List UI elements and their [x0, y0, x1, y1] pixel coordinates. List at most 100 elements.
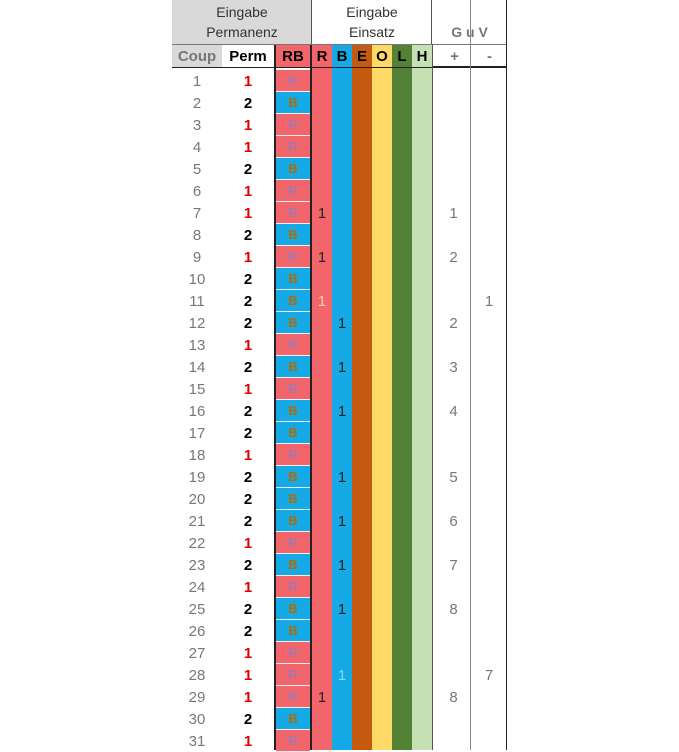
einsatz-r-value: [312, 598, 332, 620]
header-eingabe-permanenz: [172, 0, 312, 44]
rb-value: B: [276, 312, 310, 334]
perm-value: 2: [243, 270, 253, 288]
rb-value: R: [276, 730, 310, 752]
guv-plus-value: 6: [449, 512, 458, 530]
rb-value: B: [276, 510, 310, 532]
einsatz-e-column: [352, 68, 372, 750]
perm-value: 2: [243, 490, 253, 508]
einsatz-b-value: [332, 576, 352, 598]
rb-value: B: [276, 290, 310, 312]
guv-minus-value: [472, 576, 506, 598]
header-perm-line1: Eingabe: [216, 4, 268, 20]
guv-minus-value: [472, 180, 506, 202]
guv-minus-value: [472, 620, 506, 642]
rb-border-right: [310, 68, 312, 750]
col-header-b: B: [332, 45, 352, 67]
guv-minus-value: [472, 400, 506, 422]
guv-minus-value: [472, 356, 506, 378]
perm-value: 2: [243, 292, 253, 310]
einsatz-b-value: [332, 70, 352, 92]
guv-minus-value: [472, 136, 506, 158]
coup-number: 21: [188, 512, 206, 530]
guv-plus-value: [437, 70, 470, 92]
guv-plus-value: 2: [449, 314, 458, 332]
guv-minus-value: [472, 686, 506, 708]
einsatz-r-value: [312, 224, 332, 246]
einsatz-r-value: [312, 268, 332, 290]
guv-minus-value: [472, 488, 506, 510]
einsatz-r-value: [312, 444, 332, 466]
einsatz-b-value: [332, 686, 352, 708]
guv-plus-value: [437, 290, 470, 312]
einsatz-b-value: [332, 334, 352, 356]
einsatz-r-value: [312, 334, 332, 356]
einsatz-b-value: [332, 202, 352, 224]
rb-value: B: [276, 268, 310, 290]
einsatz-b-value: [332, 114, 352, 136]
perm-value: 1: [243, 138, 253, 156]
coup-number: 20: [188, 490, 206, 508]
coup-number: 19: [188, 468, 206, 486]
header-eingabe-einsatz: [312, 0, 432, 44]
rb-border-left: [274, 68, 276, 750]
guv-plus-value: [437, 268, 470, 290]
guv-minus-value: [472, 422, 506, 444]
coup-number: 16: [188, 402, 206, 420]
einsatz-b-value: [332, 268, 352, 290]
guv-minus-value: [472, 312, 506, 334]
guv-plus-value: [437, 730, 470, 752]
guv-minus-value: 7: [484, 666, 494, 684]
einsatz-b-value: [332, 246, 352, 268]
perm-value: 2: [243, 710, 253, 728]
einsatz-r-value: 1: [317, 292, 327, 310]
guv-minus-value: [472, 642, 506, 664]
einsatz-b-value: [332, 158, 352, 180]
rb-value: B: [276, 488, 310, 510]
einsatz-b-value: [332, 708, 352, 730]
guv-plus-value: [437, 158, 470, 180]
coup-number: 14: [188, 358, 206, 376]
einsatz-r-value: [312, 114, 332, 136]
guv-minus-value: [472, 334, 506, 356]
roulette-spreadsheet: Eingabe Permanenz Eingabe Einsatz G u V …: [172, 0, 507, 752]
einsatz-r-value: 1: [317, 688, 327, 706]
coup-number: 18: [188, 446, 206, 464]
einsatz-b-value: [332, 730, 352, 752]
coup-number: 4: [192, 138, 202, 156]
col-header-perm: Perm: [222, 45, 274, 67]
col-header-h: H: [412, 45, 432, 67]
einsatz-o-column: [372, 68, 392, 750]
coup-number: 6: [192, 182, 202, 200]
einsatz-b-value: 1: [337, 556, 347, 574]
perm-value: 2: [243, 468, 253, 486]
rb-value: R: [276, 136, 310, 158]
guv-plus-value: [437, 576, 470, 598]
guv-plus-value: [437, 224, 470, 246]
rb-value: R: [276, 576, 310, 598]
einsatz-b-value: [332, 224, 352, 246]
guv-plus-value: [437, 136, 470, 158]
coup-number: 17: [188, 424, 206, 442]
guv-minus-value: [472, 532, 506, 554]
guv-minus-value: [472, 730, 506, 752]
guv-minus-value: [472, 158, 506, 180]
coup-number: 26: [188, 622, 206, 640]
col-header-l: L: [392, 45, 412, 67]
einsatz-r-value: [312, 312, 332, 334]
guv-minus-value: [472, 378, 506, 400]
rb-value: R: [276, 686, 310, 708]
separator-guv-mid: [470, 0, 471, 750]
coup-number: 5: [192, 160, 202, 178]
einsatz-h-column: [412, 68, 432, 750]
einsatz-b-column: [332, 68, 352, 750]
coup-column-bg: [172, 68, 222, 750]
coup-number: 15: [188, 380, 206, 398]
coup-number: 27: [188, 644, 206, 662]
coup-number: 28: [188, 666, 206, 684]
coup-number: 11: [189, 292, 205, 310]
coup-number: 13: [188, 336, 206, 354]
col-header-rb: RB: [274, 45, 312, 67]
rb-value: R: [276, 642, 310, 664]
rb-value: R: [276, 202, 310, 224]
perm-value: 2: [243, 512, 253, 530]
